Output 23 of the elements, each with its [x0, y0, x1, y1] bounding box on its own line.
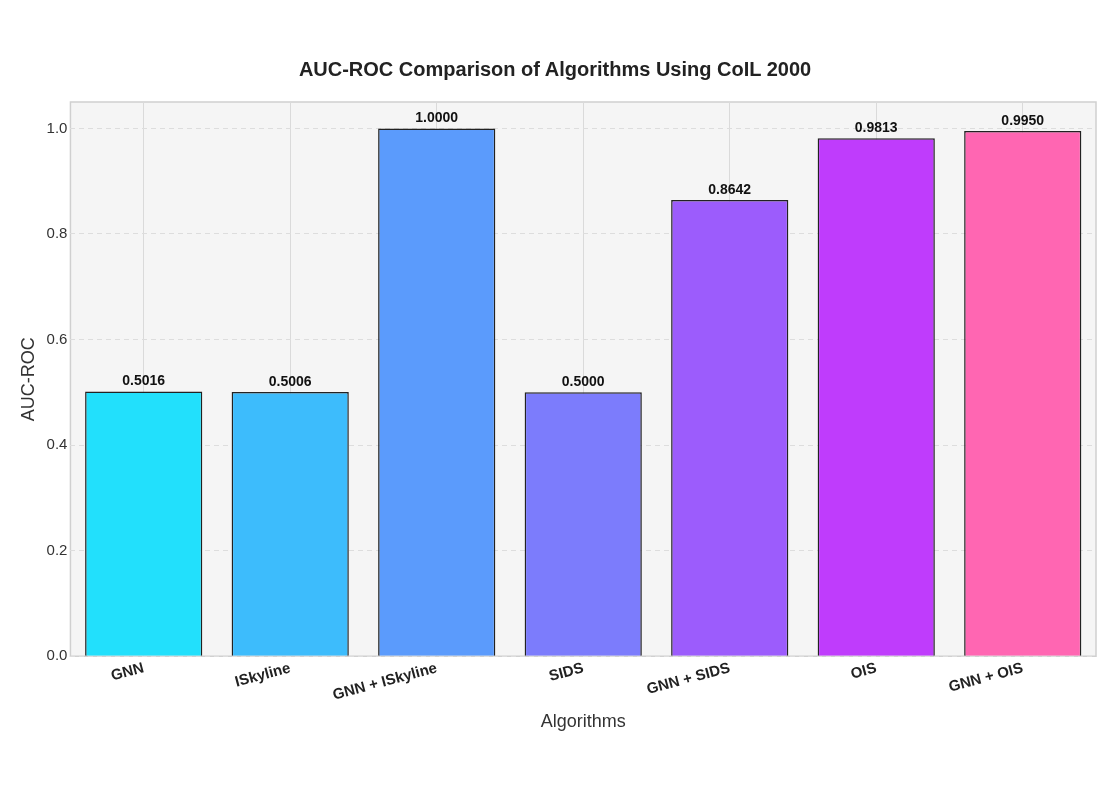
x-tick-label: GNN: [108, 658, 146, 684]
data-label: 1.0000: [415, 109, 459, 126]
x-tick-label: ISkyline: [232, 658, 293, 690]
y-tick-label: 0.4: [46, 435, 68, 453]
data-label: 0.5006: [268, 372, 312, 389]
y-tick-label: 0.8: [46, 224, 68, 242]
data-label: 0.5000: [561, 373, 605, 390]
y-tick-label: 0.2: [46, 540, 68, 558]
y-axis-title: AUC-ROC: [17, 337, 38, 422]
data-label: 0.8642: [708, 180, 752, 197]
data-label: 0.9813: [854, 119, 898, 136]
chart-title: AUC-ROC Comparison of Algorithms Using CoIL 2000: [298, 57, 812, 80]
y-tick-label: 1.0: [46, 118, 68, 136]
data-label: 0.5016: [122, 372, 166, 389]
x-tick-label: GNN + SIDS: [644, 658, 732, 697]
x-tick-label: SIDS: [546, 658, 586, 684]
x-tick-label: OIS: [848, 658, 879, 682]
x-axis-title: Algorithms: [540, 711, 626, 732]
x-tick-label: GNN + ISkyline: [330, 658, 439, 703]
y-tick-label: 0.6: [46, 329, 68, 347]
data-label: 0.9950: [1001, 111, 1045, 128]
x-tick-label: GNN + OIS: [946, 658, 1025, 695]
y-tick-label: 0.0: [46, 646, 68, 664]
